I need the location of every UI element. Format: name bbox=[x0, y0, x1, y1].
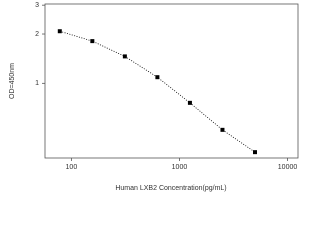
y-tick-label: 3 bbox=[35, 2, 39, 9]
point bbox=[90, 39, 95, 44]
point bbox=[155, 75, 160, 80]
point bbox=[252, 150, 257, 155]
curve bbox=[59, 30, 256, 153]
point bbox=[220, 127, 225, 132]
y-tick-label: 2 bbox=[35, 31, 39, 38]
point bbox=[57, 29, 62, 34]
x-tick-label: 100 bbox=[66, 164, 78, 171]
y-tick-label: 1 bbox=[35, 80, 39, 87]
point bbox=[187, 100, 192, 105]
y-axis-label: OD=450nm bbox=[9, 63, 16, 99]
point bbox=[122, 54, 127, 59]
x-tick-label: 1000 bbox=[172, 164, 188, 171]
page: {"chart_data": { "type": "line", "x_labe… bbox=[8, 2, 299, 192]
chart: Human LXB2 Concentration(pg/mL) OD=450nm… bbox=[9, 2, 299, 192]
plot-frame bbox=[44, 3, 299, 159]
x-tick-label: 10000 bbox=[278, 164, 298, 171]
x-axis-label: Human LXB2 Concentration(pg/mL) bbox=[115, 185, 226, 192]
